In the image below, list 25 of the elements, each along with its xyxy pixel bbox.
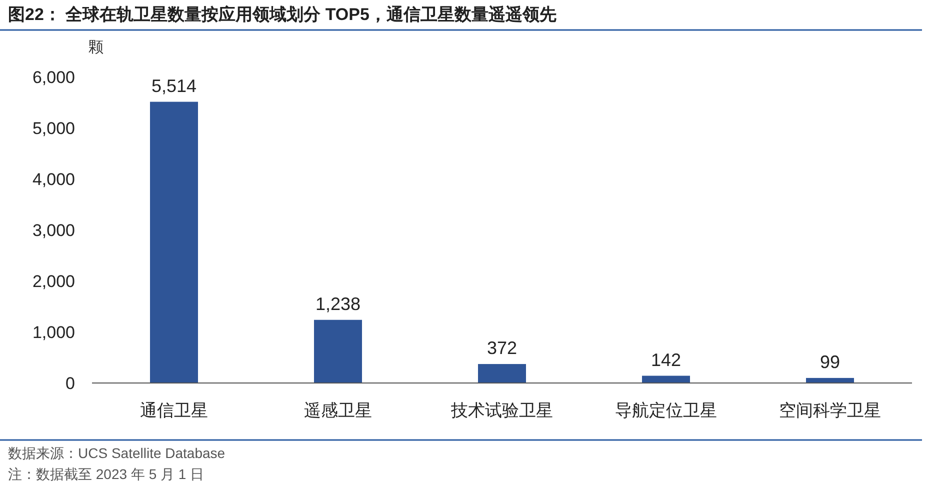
- bar: [642, 376, 690, 383]
- x-tick-label: 遥感卫星: [304, 401, 372, 420]
- y-tick-label: 2,000: [32, 272, 75, 291]
- y-tick-label: 6,000: [32, 68, 75, 87]
- data-label: 142: [650, 350, 682, 370]
- data-label: 99: [820, 352, 840, 372]
- source-note: 数据来源：UCS Satellite Database: [8, 445, 226, 461]
- title: 图22： 全球在轨卫星数量按应用领域划分 TOP5，通信卫星数量遥遥领先: [8, 5, 556, 24]
- y-tick-label: 4,000: [32, 170, 75, 189]
- bar: [478, 364, 526, 383]
- x-tick-label: 导航定位卫星: [615, 401, 717, 420]
- x-tick-label: 技术试验卫星: [450, 401, 553, 420]
- data-label: 1,238: [315, 294, 361, 314]
- y-tick-label: 5,000: [32, 119, 75, 138]
- x-tick-label: 通信卫星: [140, 401, 208, 420]
- data-label: 5,514: [151, 76, 197, 96]
- bar: [314, 320, 362, 383]
- y-axis-title: 颗: [88, 39, 104, 56]
- y-tick-label: 3,000: [32, 221, 75, 240]
- data-label: 372: [486, 338, 518, 358]
- x-tick-label: 空间科学卫星: [779, 401, 881, 420]
- y-tick-label: 0: [66, 374, 75, 393]
- text: 注：数据截至 2023 年 5 月 1 日: [8, 466, 204, 482]
- bar: [150, 102, 198, 383]
- y-tick-label: 1,000: [32, 323, 75, 342]
